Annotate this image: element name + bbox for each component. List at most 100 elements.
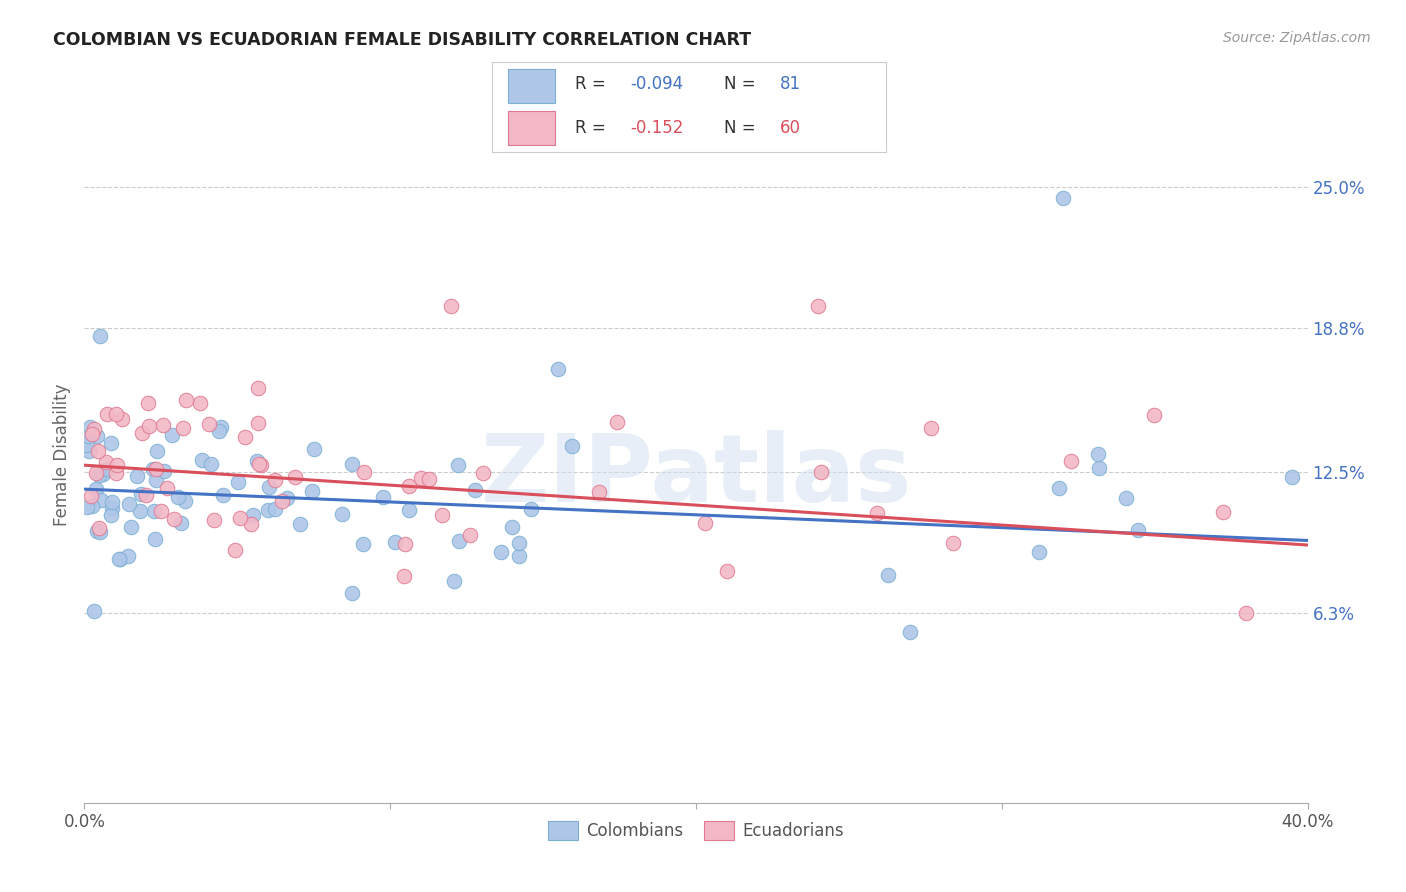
Point <box>249 458 271 472</box>
Text: R =: R = <box>575 75 610 93</box>
Point <box>247 381 270 395</box>
Point <box>1052 191 1074 205</box>
Point <box>440 298 463 312</box>
Text: N =: N = <box>724 75 761 93</box>
Point <box>257 503 280 517</box>
Point <box>547 362 569 376</box>
Point <box>1047 481 1070 495</box>
Point <box>264 473 287 487</box>
Point <box>188 396 211 410</box>
Point <box>588 485 610 500</box>
Point <box>83 604 105 618</box>
Point <box>80 427 103 442</box>
Point <box>87 468 110 483</box>
Point <box>96 462 118 476</box>
Point <box>152 417 174 432</box>
Point <box>174 494 197 508</box>
Point <box>447 534 470 549</box>
Point <box>342 457 364 471</box>
Point <box>226 475 249 489</box>
FancyBboxPatch shape <box>508 69 555 103</box>
Point <box>1060 454 1083 468</box>
Point <box>212 488 235 502</box>
Point <box>1128 523 1150 537</box>
Text: -0.094: -0.094 <box>630 75 683 93</box>
Point <box>131 426 153 441</box>
Point <box>342 585 364 599</box>
Text: 81: 81 <box>779 75 800 93</box>
Point <box>1087 460 1109 475</box>
Point <box>263 502 285 516</box>
Point <box>520 501 543 516</box>
Point <box>172 421 194 435</box>
Point <box>145 444 167 458</box>
Point <box>209 419 232 434</box>
Point <box>110 552 132 566</box>
Point <box>138 418 160 433</box>
Y-axis label: Female Disability: Female Disability <box>53 384 72 526</box>
Text: 60: 60 <box>779 119 800 136</box>
Point <box>142 462 165 476</box>
Point <box>191 453 214 467</box>
Point <box>89 524 111 539</box>
Point <box>156 481 179 495</box>
Point <box>198 417 221 431</box>
Point <box>866 506 889 520</box>
Point <box>77 429 100 443</box>
Point <box>167 490 190 504</box>
Point <box>398 503 420 517</box>
Point <box>174 392 197 407</box>
Point <box>432 508 454 523</box>
Point <box>920 421 942 435</box>
Point <box>352 537 374 551</box>
Point <box>501 520 523 534</box>
Point <box>80 489 103 503</box>
Point <box>1212 505 1234 519</box>
Text: COLOMBIAN VS ECUADORIAN FEMALE DISABILITY CORRELATION CHART: COLOMBIAN VS ECUADORIAN FEMALE DISABILIT… <box>53 31 752 49</box>
Point <box>1087 447 1109 461</box>
Point <box>392 569 415 583</box>
Point <box>942 535 965 549</box>
Point <box>143 533 166 547</box>
Text: N =: N = <box>724 119 761 136</box>
Point <box>79 419 101 434</box>
Point <box>100 435 122 450</box>
Point <box>877 568 900 582</box>
Point <box>117 549 139 563</box>
Point <box>240 517 263 532</box>
Point <box>247 416 270 430</box>
Point <box>84 466 107 480</box>
Point <box>82 500 104 514</box>
Point <box>150 504 173 518</box>
Point <box>136 395 159 409</box>
Point <box>1236 607 1258 621</box>
Point <box>76 438 98 452</box>
Point <box>353 465 375 479</box>
Point <box>693 516 716 530</box>
Point <box>101 501 124 516</box>
Point <box>464 483 486 497</box>
Legend: Colombians, Ecuadorians: Colombians, Ecuadorians <box>541 814 851 847</box>
Point <box>87 520 110 534</box>
Point <box>84 482 107 496</box>
Point <box>284 470 307 484</box>
Point <box>224 543 246 558</box>
Point <box>606 415 628 429</box>
Point <box>418 472 440 486</box>
Point <box>716 564 738 578</box>
Point <box>101 495 124 509</box>
Point <box>145 474 167 488</box>
Point <box>76 500 98 515</box>
Point <box>86 524 108 538</box>
Point <box>162 427 184 442</box>
Point <box>301 483 323 498</box>
Point <box>443 574 465 588</box>
Point <box>508 535 530 549</box>
Point <box>246 454 269 468</box>
Point <box>163 512 186 526</box>
Text: Source: ZipAtlas.com: Source: ZipAtlas.com <box>1223 31 1371 45</box>
Point <box>90 492 112 507</box>
Point <box>373 490 395 504</box>
Point <box>91 467 114 482</box>
Point <box>96 407 118 421</box>
